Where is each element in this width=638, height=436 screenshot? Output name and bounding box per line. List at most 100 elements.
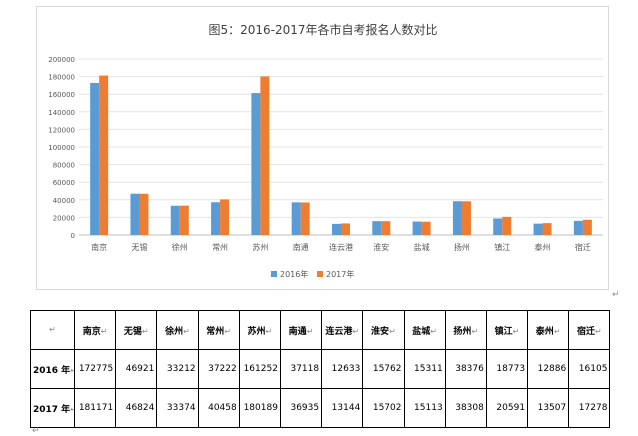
table-cell: 15311: [403, 349, 446, 389]
table-cell: 13144: [321, 388, 364, 428]
bar-2017年-南京: [99, 75, 109, 235]
table-cell: 38308: [444, 388, 487, 428]
legend-swatch: [271, 271, 277, 277]
paragraph-mark-icon: ↵: [612, 290, 620, 300]
x-tick-label: 徐州: [172, 242, 188, 252]
table-cell: 13507: [527, 388, 570, 428]
bar-2016年-镇江: [493, 218, 503, 235]
table-header-cell: 泰州↵: [527, 310, 570, 350]
paragraph-mark-icon: ↵: [352, 326, 360, 336]
paragraph-mark-icon: ↵: [471, 326, 479, 336]
y-tick-label: 140000: [48, 109, 75, 117]
paragraph-mark-icon: ↵: [70, 366, 73, 375]
bar-2016年-扬州: [452, 201, 462, 235]
table-cell: 18773: [485, 349, 529, 389]
x-tick-label: 常州: [212, 243, 228, 252]
data-table: ↵ 南京↵ 无锡↵ 徐州↵ 常州↵ 苏州↵ 南通↵ 连云港↵ 淮安↵ 盐城↵ 扬州↵ 镇江↵ 泰州↵ 宿迁…: [30, 310, 611, 428]
x-tick-label: 宿迁: [575, 242, 591, 252]
bar-2016年-苏州: [251, 93, 261, 236]
y-tick-label: 60000: [53, 179, 75, 187]
table-row: 2017 年↵181171468243337440458180189369351…: [30, 388, 611, 428]
table-cell: 15702: [362, 388, 405, 428]
y-tick-label: 160000: [48, 91, 75, 99]
table-cell: 33212: [156, 349, 199, 389]
table-cell: 17278: [568, 388, 611, 428]
bar-2017年-盐城: [421, 221, 431, 235]
table-cell: 15113: [403, 388, 446, 428]
paragraph-mark-icon: ↵: [553, 326, 561, 336]
bar-2016年-无锡: [130, 193, 140, 235]
x-tick-label: 泰州: [535, 242, 551, 252]
paragraph-mark-icon: ↵: [595, 326, 602, 336]
bar-2017年-徐州: [179, 205, 189, 235]
table-header-cell: 无锡↵: [115, 310, 158, 350]
x-tick-label: 淮安: [373, 242, 389, 252]
paragraph-mark-icon: ↵: [70, 405, 73, 414]
table-cell: 12633: [321, 349, 364, 389]
x-tick-label: 盐城: [414, 242, 430, 252]
table-cell: 20591: [485, 388, 529, 428]
bar-2017年-扬州: [461, 201, 471, 235]
table-cell: 37222: [197, 349, 240, 389]
table-header-cell: 南通↵: [279, 310, 323, 350]
paragraph-mark-icon: ↵: [141, 326, 149, 336]
y-tick-label: 20000: [53, 214, 75, 222]
bar-2017年-苏州: [260, 76, 270, 235]
bar-2017年-泰州: [542, 223, 552, 235]
table-row-label: 2017 年↵: [30, 388, 75, 428]
bar-2016年-淮安: [372, 221, 382, 235]
paragraph-mark-icon: ↵: [32, 426, 40, 436]
paragraph-mark-icon: ↵: [306, 326, 314, 336]
bar-2016年-南京: [90, 82, 100, 235]
legend-entry: 2016年: [280, 269, 308, 279]
bar-2017年-常州: [220, 199, 230, 235]
y-tick-label: 120000: [48, 126, 75, 134]
x-tick-label: 连云港: [329, 242, 353, 252]
bar-2016年-泰州: [533, 223, 543, 235]
bar-chart: 图5：2016-2017年各市自考报名人数对比 0 20000 40000 60000 8…: [48, 22, 603, 279]
table-cell: 37118: [279, 349, 323, 389]
x-tick-label: 无锡: [131, 243, 147, 252]
table-header-cell: 连云港↵: [321, 310, 364, 350]
paragraph-mark-icon: ↵: [224, 326, 232, 336]
table-row: 2016 年↵172775469213321237222161252371181…: [30, 349, 611, 389]
table-header-cell: 盐城↵: [403, 310, 446, 350]
bar-2016年-南通: [291, 202, 301, 235]
bar-2017年-连云港: [341, 223, 350, 235]
table-cell: 12886: [527, 349, 570, 389]
y-tick-label: 200000: [48, 56, 75, 64]
bar-2017年-淮安: [381, 221, 391, 235]
y-tick-label: 80000: [53, 162, 75, 170]
x-tick-label: 南京: [91, 242, 107, 252]
table-cell: 46921: [115, 349, 158, 389]
table-header-cell: 淮安↵: [362, 310, 405, 350]
table-cell: 15762: [362, 349, 405, 389]
chart-title: 图5：2016-2017年各市自考报名人数对比: [208, 22, 437, 37]
bar-2016年-宿迁: [573, 220, 583, 235]
table-cell: 181171: [73, 388, 117, 428]
paragraph-mark-icon: ↵: [183, 326, 190, 336]
x-tick-label: 扬州: [454, 242, 470, 252]
table-header-cell: 镇江↵: [485, 310, 529, 350]
table-cell: 172775: [73, 349, 117, 389]
paragraph-mark-icon: ↵: [265, 326, 273, 336]
x-tick-label: 苏州: [252, 242, 268, 252]
bar-2016年-徐州: [170, 205, 180, 235]
legend-entry: 2017年: [326, 269, 354, 279]
table-cell: 161252: [238, 349, 281, 389]
bar-2016年-盐城: [412, 221, 422, 235]
table-cell: 36935: [279, 388, 323, 428]
table-header-row: ↵ 南京↵ 无锡↵ 徐州↵ 常州↵ 苏州↵ 南通↵ 连云港↵ 淮安↵ 盐城↵ 扬州↵ 镇江↵ 泰州↵ 宿迁…: [30, 310, 611, 350]
bar-2017年-南通: [300, 202, 310, 235]
paragraph-mark-icon: ↵: [430, 326, 437, 336]
bar-2017年-无锡: [139, 193, 149, 235]
bar-2017年-镇江: [502, 216, 512, 235]
y-tick-label: 180000: [48, 74, 75, 82]
table-header-cell: 常州↵: [197, 310, 240, 350]
table-corner-cell: ↵: [30, 310, 75, 350]
table-header-cell: 苏州↵: [238, 310, 281, 350]
table-header-cell: 南京↵: [73, 310, 117, 350]
bar-2016年-连云港: [332, 223, 341, 235]
table-cell: 46824: [115, 388, 158, 428]
table-cell: 16105: [568, 349, 611, 389]
